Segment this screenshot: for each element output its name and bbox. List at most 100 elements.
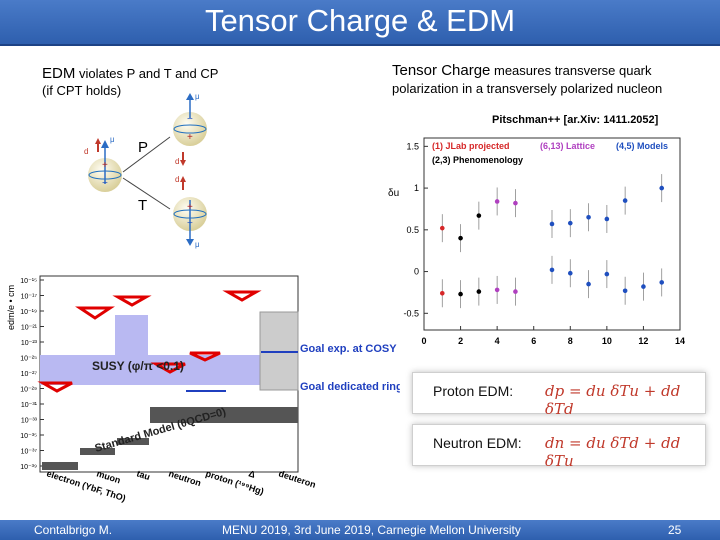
proton-edm-formula: dp = du δTu + dd δTd [545,382,681,418]
edm-y-tick: 10⁻³¹ [21,402,38,409]
tc-x-tick: 10 [602,336,612,346]
data-point [567,270,573,276]
tc-x-tick: 12 [638,336,648,346]
proton-edm-label: Proton EDM: [433,383,514,399]
tc-x-tick: 2 [458,336,463,346]
data-point [439,290,445,296]
edm-y-tick: 10⁻²⁹ [20,387,37,394]
edm-y-tick: 10⁻²¹ [21,325,38,332]
sm-bar-tau [117,438,149,445]
tc-x-tick: 14 [675,336,685,346]
edm-x-category: Δ [247,468,257,480]
tc-x-tick: 0 [421,336,426,346]
edm-bold: EDM [42,65,76,82]
mu-label-t: μ [195,240,200,249]
tc-y-tick: -0.5 [403,308,419,318]
tc-y-tick: 0.5 [406,225,419,235]
data-point [494,287,500,293]
goal-ring-label: Goal dedicated ring (10⁻²⁹e cm) [300,381,400,393]
footer-page-number: 25 [668,523,682,537]
tensor-charge-chart: δu (1) JLab projected (6,13) Lattice (4,… [388,137,685,346]
svg-text:−: − [102,178,108,189]
edm-x-category: tau [135,468,151,482]
edm-y-tick: 10⁻²⁷ [21,371,38,378]
legend-models: (4,5) Models [616,141,668,151]
tc-x-tick: 4 [495,336,500,346]
footer-author: Contalbrigo M. [34,523,113,537]
data-point [586,215,591,220]
svg-text:−: − [187,218,193,229]
sm-bar-electron [42,462,78,470]
neutron-edm-label: Neutron EDM: [433,435,522,451]
data-point [641,284,646,289]
footer-conference: MENU 2019, 3rd June 2019, Carnegie Mello… [222,523,521,537]
t-label: T [138,197,147,214]
data-point [567,220,573,226]
edm-limits-chart: edm/e • cm 10⁻¹⁵ 10⁻¹⁷ 10⁻¹⁹ 10⁻²¹ 10⁻²³ 10⁻²… [6,275,400,503]
title-bar [0,0,720,46]
edm-y-tick: 10⁻¹⁵ [20,278,37,285]
footer: Contalbrigo M. MENU 2019, 3rd June 2019,… [0,520,720,540]
tc-x-tick: 8 [568,336,573,346]
data-point [513,289,518,294]
edm-y-tick: 10⁻²⁵ [20,356,37,363]
tc-line2: polarization in a transversely polarized… [392,81,663,96]
d-label-t: d [175,175,179,184]
tc-x-tick: 6 [531,336,536,346]
sm-bar-hadrons [150,407,298,423]
mu-label-initial: μ [110,135,115,144]
susy-band-muon [115,315,148,355]
edm-x-category: proton (¹⁹⁹Hg) [204,468,265,496]
pt-symmetry-diagram: + − − + + − P T d μ μ d d μ [84,92,207,249]
d-label-p: d [175,157,179,166]
edm-rest: violates P and T and CP [75,66,219,81]
svg-text:+: + [102,160,108,171]
data-point [476,289,482,294]
edm-y-tick: 10⁻¹⁹ [20,309,37,316]
svg-text:+: + [187,202,193,213]
tc-y-tick: 1.5 [406,141,419,151]
mu-label-p: μ [195,92,200,101]
data-point [549,221,555,227]
susy-label: SUSY (φ/π <0.1) [92,359,184,373]
legend-phenomenology: (2,3) Phenomenology [432,155,523,165]
tc-rest: measures transverse quark [490,63,652,78]
legend-lattice: (6,13) Lattice [540,141,595,151]
tc-intro: Tensor Charge measures transverse quark [392,62,652,80]
data-point [494,199,500,204]
edm-y-tick: 10⁻³³ [21,418,38,425]
slide-title: Tensor Charge & EDM [204,3,516,38]
nucleon-sphere-p: − + [173,93,207,166]
data-point [659,280,665,285]
proton-edm-box: Proton EDM: dp = du δTu + dd δTd [412,372,706,418]
tc-y-tick: 0 [414,267,419,277]
p-label: P [138,139,148,156]
sm-bar-muon [80,448,115,455]
data-point [604,271,610,277]
edm-y-label: edm/e • cm [6,285,16,330]
data-point [622,198,628,203]
nucleon-sphere-t: + − [173,176,207,246]
data-point [659,185,665,191]
edm-y-tick: 10⁻¹⁷ [21,294,38,301]
neutron-edm-box: Neutron EDM: dn = du δTd + dd δTu [412,424,706,470]
edm-y-tick: 10⁻³⁷ [21,449,38,456]
edm-intro: EDM violates P and T and CP [42,65,218,83]
data-point [513,200,518,206]
p-arrow [122,136,171,173]
tc-y-label: δu [388,188,399,199]
data-point [622,288,628,294]
tc-y-tick: 1 [414,183,419,193]
edm-y-tick: 10⁻³⁹ [20,464,37,471]
tc-bold: Tensor Charge [392,62,491,79]
data-point [476,213,482,218]
data-point [439,225,445,231]
edm-y-tick: 10⁻³⁵ [20,433,37,440]
data-point [458,291,463,297]
svg-text:+: + [187,132,193,143]
svg-text:−: − [187,114,193,125]
upper-limit-markers [37,290,262,393]
d-label-initial: d [84,147,88,156]
neutron-edm-formula: dn = du δTd + dd δTu [545,434,681,470]
citation: Pitschman++ [ar.Xiv: 1411.2052] [492,114,659,126]
